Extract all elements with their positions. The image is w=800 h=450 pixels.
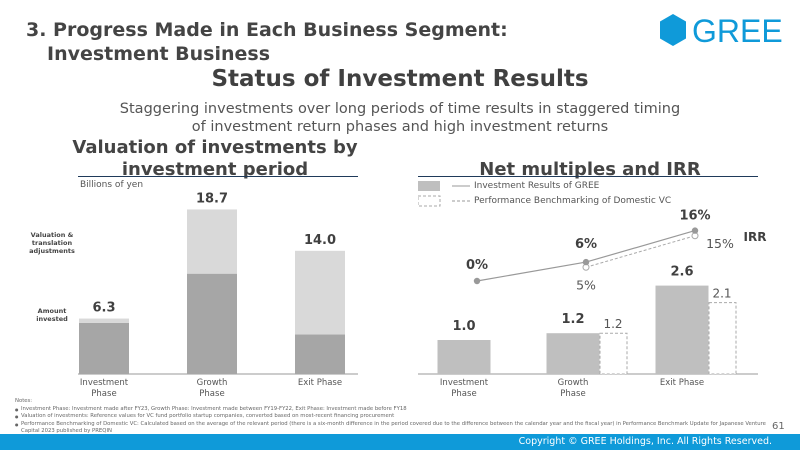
bar-valuation-adjustment: [295, 250, 345, 335]
page-title: Status of Investment Results: [211, 66, 589, 92]
category-label: Investment Phase: [80, 378, 129, 399]
copyright: Copyright © GREE Holdings, Inc. All Righ…: [518, 436, 772, 447]
category-label: Growth Phase: [197, 378, 228, 399]
left-chart-title: Valuation of investments by investment p…: [70, 137, 360, 181]
category-label: Growth Phase: [558, 378, 589, 399]
category-label: Investment Phase: [440, 378, 489, 399]
left-title-underline: [78, 176, 358, 177]
legend-benchmark-label: Performance Benchmarking of Domestic VC: [474, 196, 672, 206]
subtitle-line1: Staggering investments over long periods…: [119, 101, 681, 117]
bar-amount-invested: [295, 334, 345, 374]
gree-multiple-label: 2.6: [670, 265, 693, 280]
gree-irr-point: [582, 258, 590, 266]
subtitle: Staggering investments over long periods…: [0, 100, 800, 136]
category-label: Exit Phase: [298, 378, 342, 388]
bar-amount-invested: [187, 273, 237, 374]
gree-logo-hexagon-icon: [660, 14, 686, 46]
valuation-chart: 6.3 Investment Phase 18.7 Growth Phase 14.0 Exi…: [29, 191, 358, 399]
total-label: 18.7: [196, 191, 228, 206]
gree-multiple-bar: [437, 340, 491, 374]
right-title-underline: [418, 176, 758, 177]
right-chart-title: Net multiples and IRR: [479, 159, 701, 180]
legend-swatches: [418, 181, 470, 207]
valuation-adjustments-label: Valuation & translation adjustments: [29, 231, 75, 255]
gree-multiple-bar: [655, 285, 709, 374]
total-label: 14.0: [304, 233, 336, 248]
benchmark-irr-label: 15%: [706, 236, 734, 251]
gree-multiple-label: 1.2: [561, 312, 584, 327]
gree-multiple-label: 1.0: [452, 319, 475, 334]
section-header-line1: 3. Progress Made in Each Business Segmen…: [26, 19, 508, 41]
multiples-irr-chart: 1.2 2.1 1.0 Investment Phase 1.2 Growth Phase 2.…: [418, 209, 767, 399]
notes-title: Notes:: [15, 398, 33, 404]
legend: Investment Results of GREE Performance B…: [418, 180, 758, 210]
note-item: Performance Benchmarking of Domestic VC:…: [15, 421, 775, 436]
gree-irr-label: 16%: [679, 209, 710, 224]
benchmark-irr-line: [585, 235, 696, 268]
bar-valuation-adjustment: [187, 209, 237, 274]
legend-gree-label: Investment Results of GREE: [474, 181, 600, 191]
unit-label: Billions of yen: [80, 180, 144, 190]
bar-amount-invested: [79, 322, 129, 374]
page-number: 61: [772, 421, 785, 432]
notes: Notes: Investment Phase: Investment made…: [15, 398, 775, 436]
footer-bar: Copyright © GREE Holdings, Inc. All Righ…: [0, 434, 800, 450]
gree-irr-label: 0%: [466, 258, 488, 273]
subtitle-line2: of investment return phases and high inv…: [191, 119, 609, 135]
left-chart-title-line2: investment period: [121, 159, 309, 180]
benchmark-multiple-label: 2.1: [712, 287, 731, 301]
legend-gree-bar-swatch: [418, 181, 440, 191]
gree-irr-label: 6%: [575, 237, 597, 252]
gree-irr-point: [473, 277, 481, 285]
gree-irr-point: [691, 227, 699, 234]
total-label: 6.3: [92, 301, 115, 316]
benchmark-multiple-label: 1.2: [603, 317, 622, 331]
category-label: Exit Phase: [660, 378, 704, 388]
bar-valuation-adjustment: [79, 318, 129, 323]
note-item: Investment Phase: Investment made after …: [15, 406, 775, 414]
benchmark-irr-label: 5%: [576, 277, 596, 292]
legend-benchmark-bar-swatch: [418, 195, 441, 207]
section-header: 3. Progress Made in Each Business Segmen…: [26, 18, 508, 66]
left-chart-title-line1: Valuation of investments by: [72, 137, 358, 158]
section-header-line2: Investment Business: [47, 43, 271, 65]
note-item: Valuation of investments: Reference valu…: [15, 413, 775, 421]
gree-logo-text: GREE: [692, 13, 783, 47]
amount-invested-label: Amount invested: [36, 307, 68, 323]
irr-axis-label: IRR: [744, 230, 767, 244]
gree-logo: GREE: [660, 13, 783, 47]
benchmark-multiple-bar: [708, 302, 737, 375]
gree-multiple-bar: [546, 333, 600, 374]
benchmark-multiple-bar: [599, 332, 628, 375]
